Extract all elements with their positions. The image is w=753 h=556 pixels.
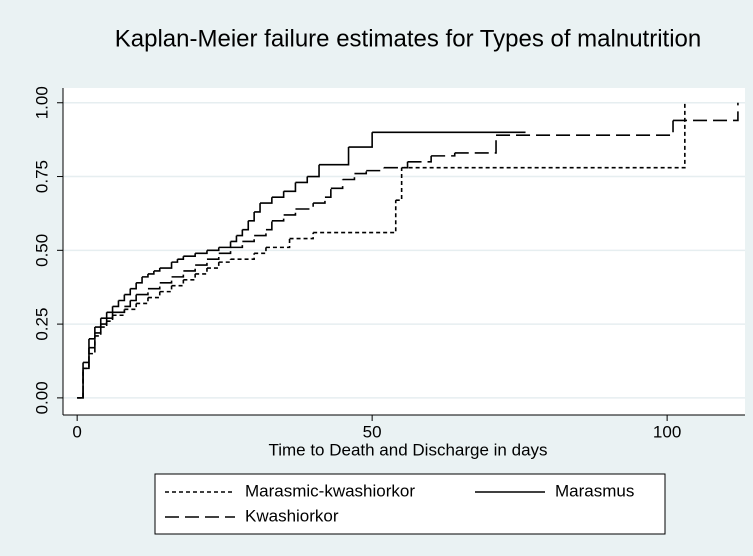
step-segment bbox=[147, 291, 161, 299]
step-segment bbox=[83, 347, 90, 370]
step-segment bbox=[230, 253, 255, 260]
step-segment bbox=[313, 197, 326, 204]
legend-label: Marasmic-kwashiorkor bbox=[245, 481, 415, 500]
step-segment bbox=[195, 268, 208, 275]
step-segment bbox=[254, 229, 267, 237]
step-segment bbox=[271, 214, 285, 222]
step-segment bbox=[112, 300, 120, 308]
step-segment bbox=[342, 173, 356, 181]
x-tick-label: 100 bbox=[653, 422, 681, 441]
step-segment bbox=[195, 259, 208, 266]
step-segment bbox=[147, 282, 161, 290]
step-segment bbox=[130, 294, 137, 302]
step-segment bbox=[136, 288, 149, 296]
step-segment bbox=[496, 120, 674, 137]
step-segment bbox=[124, 303, 137, 311]
step-segment bbox=[248, 211, 255, 222]
step-segment bbox=[106, 312, 114, 319]
step-segment bbox=[147, 270, 155, 275]
step-segment bbox=[142, 273, 149, 278]
step-segment bbox=[348, 132, 373, 148]
step-segment bbox=[330, 179, 344, 190]
step-segment bbox=[254, 247, 267, 255]
step-segment bbox=[112, 306, 126, 314]
step-segment bbox=[283, 182, 297, 193]
chart-title: Kaplan-Meier failure estimates for Types… bbox=[115, 25, 702, 52]
y-tick-label: 1.00 bbox=[32, 86, 51, 119]
step-segment bbox=[383, 161, 409, 169]
step-segment bbox=[206, 253, 220, 260]
step-segment bbox=[265, 238, 291, 249]
step-segment bbox=[171, 270, 185, 278]
step-segment bbox=[260, 197, 273, 204]
step-segment bbox=[88, 332, 96, 349]
step-segment bbox=[183, 265, 196, 272]
step-segment bbox=[395, 167, 403, 201]
step-segment bbox=[159, 276, 173, 284]
step-segment bbox=[265, 220, 273, 231]
step-segment bbox=[159, 285, 173, 293]
legend-label: Kwashiorkor bbox=[245, 506, 339, 525]
step-segment bbox=[283, 209, 297, 216]
step-segment bbox=[171, 259, 179, 263]
legend bbox=[154, 473, 666, 535]
x-tick-label: 50 bbox=[363, 422, 382, 441]
step-segment bbox=[431, 152, 456, 157]
step-segment bbox=[136, 297, 149, 305]
legend-label: Marasmus bbox=[555, 481, 634, 500]
step-segment bbox=[319, 147, 350, 166]
step-segment bbox=[130, 282, 137, 290]
step-segment bbox=[307, 164, 320, 178]
step-segment bbox=[94, 324, 102, 334]
step-segment bbox=[177, 256, 185, 260]
step-segment bbox=[271, 191, 285, 198]
step-segment bbox=[136, 276, 143, 284]
step-segment bbox=[242, 220, 250, 231]
x-axis-title: Time to Death and Discharge in days bbox=[268, 440, 547, 459]
step-segment bbox=[295, 203, 314, 210]
plot-area bbox=[63, 88, 745, 415]
step-segment bbox=[118, 294, 126, 302]
step-segment bbox=[124, 288, 132, 296]
step-segment bbox=[77, 368, 84, 399]
step-segment bbox=[88, 327, 96, 340]
step-segment bbox=[289, 232, 314, 240]
step-segment bbox=[254, 203, 261, 213]
step-segment bbox=[100, 318, 108, 325]
step-segment bbox=[673, 102, 739, 122]
step-segment bbox=[218, 259, 232, 263]
step-segment bbox=[236, 229, 244, 237]
step-segment bbox=[206, 262, 220, 269]
step-segment bbox=[401, 102, 686, 169]
x-tick-label: 0 bbox=[72, 422, 81, 441]
step-segment bbox=[94, 327, 102, 337]
step-segment bbox=[183, 273, 196, 281]
step-segment bbox=[407, 155, 432, 163]
step-segment bbox=[171, 279, 185, 287]
step-segment bbox=[354, 170, 368, 175]
step-segment bbox=[206, 247, 220, 252]
step-segment bbox=[366, 167, 385, 172]
step-segment bbox=[153, 268, 161, 272]
step-segment bbox=[218, 247, 232, 255]
step-segment bbox=[242, 235, 255, 243]
step-segment bbox=[230, 235, 238, 243]
step-segment bbox=[454, 135, 497, 154]
step-segment bbox=[159, 262, 173, 269]
step-segment bbox=[195, 250, 208, 255]
y-tick-label: 0.50 bbox=[32, 234, 51, 267]
step-segment bbox=[324, 188, 332, 198]
step-segment bbox=[295, 176, 309, 184]
y-tick-label: 0.75 bbox=[32, 160, 51, 193]
y-tick-label: 0.00 bbox=[32, 381, 51, 414]
y-tick-label: 0.25 bbox=[32, 308, 51, 341]
step-segment bbox=[230, 241, 244, 249]
step-segment bbox=[124, 300, 132, 308]
step-segment bbox=[183, 253, 196, 258]
